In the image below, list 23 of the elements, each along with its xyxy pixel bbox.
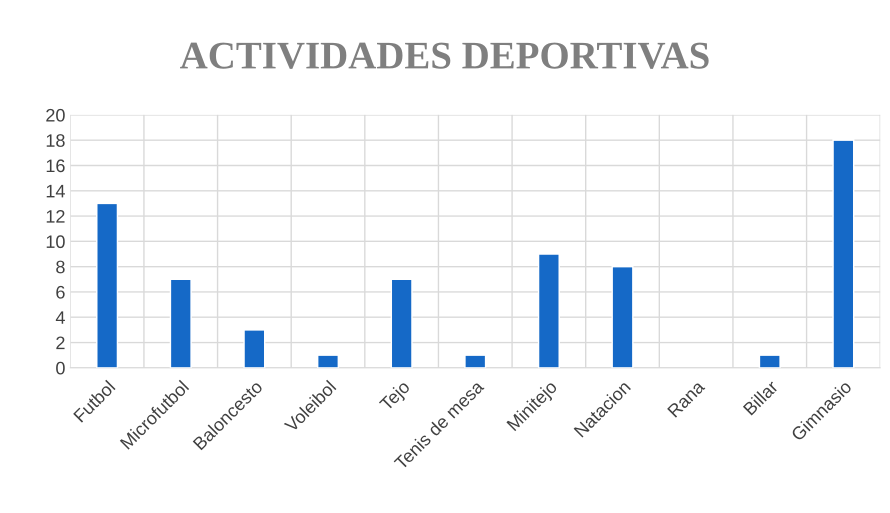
y-tick-label: 2 [56,336,65,350]
bar [390,278,413,368]
y-tick-label: 14 [46,184,65,198]
y-tick-label: 16 [46,159,65,172]
y-tick-label: 10 [46,235,65,248]
bar [832,140,854,368]
bar [758,354,781,368]
bar [612,266,634,368]
bar [464,354,486,368]
y-tick-label: 4 [56,311,65,324]
bar [243,329,266,368]
y-tick-label: 20 [46,108,65,122]
bar [538,253,560,368]
y-tick-label: 0 [56,362,65,375]
bar [96,202,118,368]
chart-title: ACTIVIDADES DEPORTIVAS [180,42,709,69]
y-tick-label: 12 [46,210,65,223]
x-tick-label: Tejo [378,379,413,414]
bar [170,278,192,368]
y-tick-label: 18 [46,134,65,147]
y-tick-label: 6 [56,286,65,299]
y-tick-label: 8 [56,260,65,274]
bar [317,354,340,368]
